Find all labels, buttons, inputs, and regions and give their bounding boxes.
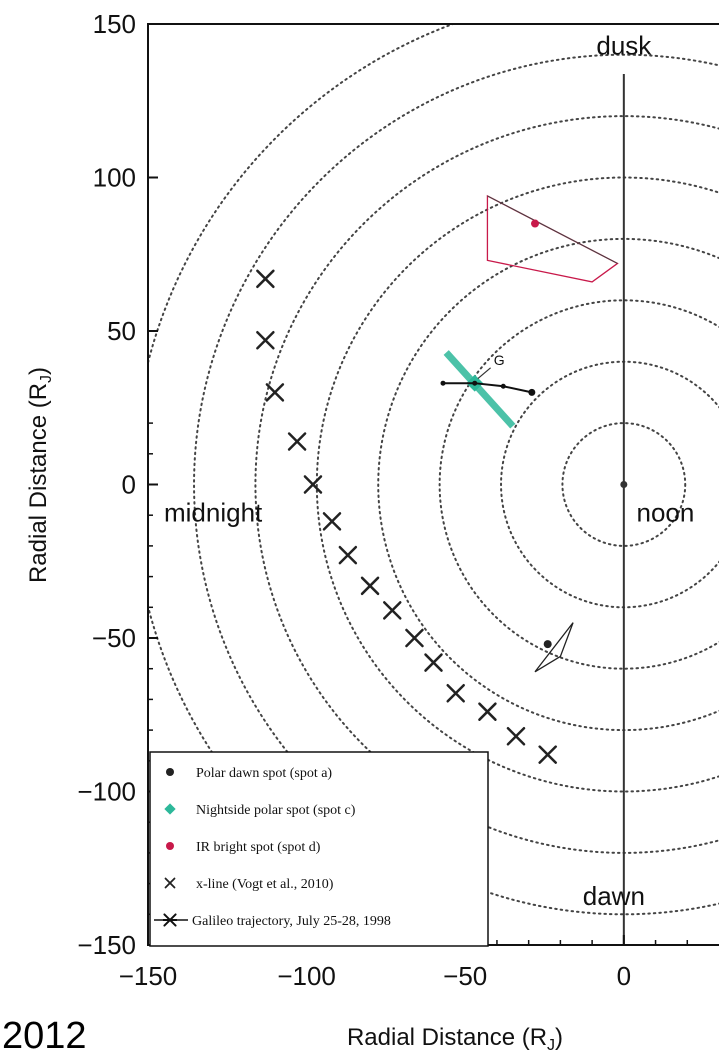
x-line-point-b bbox=[478, 702, 497, 721]
distance-circle bbox=[377, 237, 719, 732]
galileo-trajectory-line bbox=[443, 382, 533, 394]
jupiter-point bbox=[620, 481, 628, 488]
spot-regions bbox=[443, 194, 619, 673]
x-tick-label: −150 bbox=[119, 961, 178, 991]
dusk-label: dusk bbox=[596, 31, 652, 61]
legend-label: Nightside polar spot (spot c) bbox=[196, 803, 356, 818]
spot-region-edge bbox=[487, 195, 618, 264]
legend-label: Polar dawn spot (spot a) bbox=[196, 766, 332, 781]
x-axis-title: Radial Distance (RJ) bbox=[347, 1024, 563, 1054]
x-line-point-b bbox=[538, 745, 557, 764]
legend-label: IR bright spot (spot d) bbox=[196, 840, 321, 855]
legend-label: Galileo trajectory, July 25-28, 1998 bbox=[192, 914, 391, 929]
distance-circle bbox=[561, 422, 687, 547]
y-tick-label: −150 bbox=[77, 930, 136, 960]
data-marks bbox=[256, 219, 628, 764]
distance-circle bbox=[500, 360, 719, 609]
y-tick-label: 150 bbox=[93, 9, 136, 39]
galileo-trajectory-point bbox=[528, 388, 536, 396]
x-line-point-b bbox=[405, 628, 424, 648]
legend: Polar dawn spot (spot a) Nightside polar … bbox=[149, 751, 489, 947]
x-line-point-b bbox=[265, 383, 285, 402]
x-line-point-b bbox=[256, 330, 275, 350]
x-line-point-b bbox=[256, 269, 275, 289]
galileo-trajectory-point bbox=[472, 380, 478, 386]
galileo-annotation-arrow bbox=[477, 367, 491, 380]
dawn-label: dawn bbox=[583, 881, 645, 911]
x-tick-label: −100 bbox=[277, 961, 336, 991]
y-tick-label: −50 bbox=[92, 623, 136, 653]
spot-region bbox=[534, 622, 574, 673]
legend-marker bbox=[166, 768, 174, 776]
legend-marker-b bbox=[164, 877, 176, 889]
spot-point bbox=[531, 219, 540, 228]
spot-segment bbox=[443, 350, 516, 429]
legend-label: x-line (Vogt et al., 2010) bbox=[196, 877, 334, 892]
noon-label: noon bbox=[637, 497, 695, 527]
midnight-label: midnight bbox=[164, 497, 263, 527]
distance-circle bbox=[315, 176, 719, 793]
axis-ticks: 150 100 50 0 −50 −100 −150−150 −100 −50 0 bbox=[77, 9, 689, 991]
y-tick-label: 0 bbox=[122, 470, 136, 500]
galileo-trajectory-point bbox=[500, 383, 506, 389]
x-line-point-b bbox=[303, 475, 323, 494]
legend-marker bbox=[164, 803, 176, 815]
x-line-point-b bbox=[322, 512, 342, 531]
x-line-point-b bbox=[446, 684, 465, 703]
galileo-trajectory-point bbox=[440, 380, 446, 386]
x-line-point-b bbox=[506, 726, 526, 746]
galileo-annotation-g: G bbox=[494, 352, 505, 368]
y-tick-label: 100 bbox=[93, 163, 136, 193]
legend-box bbox=[149, 751, 489, 947]
legend-marker bbox=[166, 842, 174, 850]
x-tick-label: 0 bbox=[617, 961, 631, 991]
y-tick-label: 50 bbox=[107, 316, 136, 346]
distance-circle bbox=[438, 299, 719, 670]
distance-circle bbox=[193, 53, 719, 916]
year-label: 2012 bbox=[2, 1015, 87, 1057]
y-tick-label: −100 bbox=[77, 777, 136, 807]
y-axis-title: Radial Distance (RJ) bbox=[25, 367, 55, 583]
spot-point bbox=[543, 640, 552, 649]
x-tick-label: −50 bbox=[443, 961, 487, 991]
x-line-point-b bbox=[383, 601, 402, 620]
x-line-point-b bbox=[424, 653, 443, 672]
x-line-point-b bbox=[360, 576, 380, 596]
x-line-point-b bbox=[287, 432, 307, 451]
x-line-point-b bbox=[338, 545, 358, 565]
